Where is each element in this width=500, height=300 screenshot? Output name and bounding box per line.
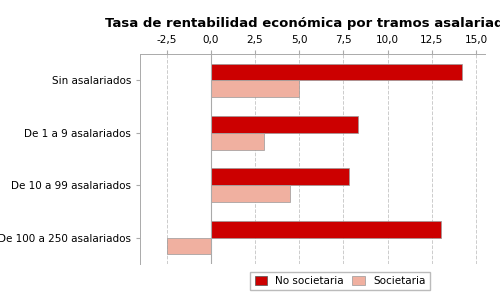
Bar [211,185,290,202]
Bar [211,133,264,150]
Bar [211,221,441,238]
Legend: No societaria, Societaria: No societaria, Societaria [250,272,430,290]
Bar [211,64,462,80]
Bar [166,238,211,254]
Title: Tasa de rentabilidad económica por tramos asalariados: Tasa de rentabilidad económica por tramo… [104,16,500,30]
Bar [211,168,349,185]
Bar [211,116,358,133]
Bar [211,80,299,97]
